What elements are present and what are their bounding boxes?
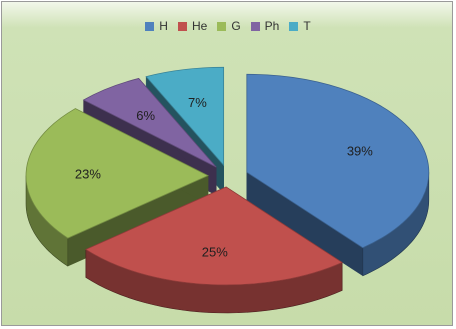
- pie-slice-top-he: [85, 186, 343, 286]
- pie-slice-top-t: [145, 66, 225, 167]
- legend-swatch-ph: [250, 21, 260, 31]
- legend-label-g: G: [231, 19, 241, 33]
- legend-item-he: He: [177, 19, 208, 33]
- legend-item-g: G: [217, 19, 241, 33]
- pie-slice-top-ph: [82, 77, 217, 168]
- legend-item-ph: Ph: [250, 19, 280, 33]
- pie-slice-h: [246, 73, 430, 277]
- legend-swatch-h: [145, 21, 155, 31]
- pie-slice-top-h: [246, 73, 430, 249]
- legend-label-t: T: [303, 19, 311, 33]
- pie-label-t: 7%: [188, 95, 207, 110]
- pie-slice-he: [85, 186, 343, 314]
- legend-label-ph: Ph: [264, 19, 280, 33]
- legend-swatch-t: [289, 21, 299, 31]
- legend-item-h: H: [145, 19, 168, 33]
- legend-swatch-he: [177, 21, 187, 31]
- pie-label-he: 25%: [202, 244, 228, 259]
- pie-slice-top-g: [25, 108, 209, 239]
- pie-label-g: 23%: [75, 167, 101, 182]
- legend-label-h: H: [159, 19, 168, 33]
- pie-label-ph: 6%: [136, 108, 155, 123]
- pie-label-h: 39%: [347, 143, 373, 158]
- legend-label-he: He: [191, 19, 208, 33]
- chart-legend: H He G Ph T: [0, 19, 456, 33]
- legend-swatch-g: [217, 21, 227, 31]
- legend-item-t: T: [289, 19, 311, 33]
